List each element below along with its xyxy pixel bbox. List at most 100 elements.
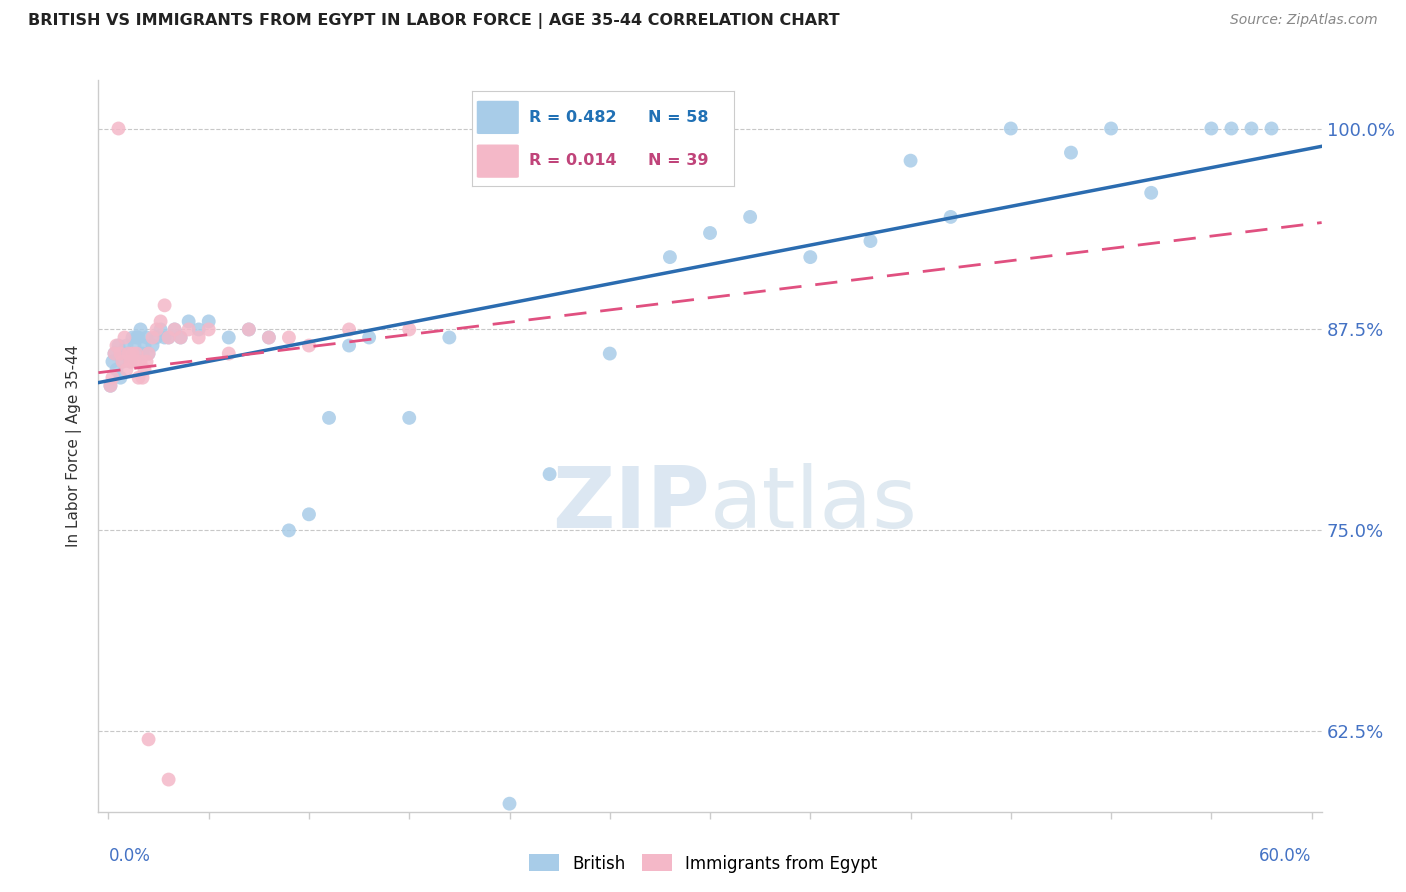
Point (134, 362, 156, 376)
Point (157, 330, 180, 344)
Point (107, 338, 129, 352)
Point (135, 330, 157, 344)
Point (142, 338, 165, 352)
Text: BRITISH VS IMMIGRANTS FROM EGYPT IN LABOR FORCE | AGE 35-44 CORRELATION CHART: BRITISH VS IMMIGRANTS FROM EGYPT IN LABO… (28, 13, 839, 29)
Point (138, 732, 160, 747)
Text: ZIP: ZIP (553, 463, 710, 546)
Point (115, 338, 138, 352)
Point (218, 330, 240, 344)
Point (1260, 121, 1282, 136)
Point (398, 322, 420, 336)
Point (1060, 145, 1083, 160)
Point (238, 322, 260, 336)
Point (197, 314, 219, 328)
Point (145, 322, 167, 336)
Point (115, 362, 138, 376)
Point (318, 410, 340, 425)
Text: Source: ZipAtlas.com: Source: ZipAtlas.com (1230, 13, 1378, 28)
Point (149, 322, 172, 336)
Point (105, 362, 128, 376)
Point (128, 370, 150, 384)
Point (257, 330, 280, 344)
Point (120, 354, 142, 368)
Point (1099, 121, 1122, 136)
Point (257, 330, 280, 344)
Point (599, 346, 621, 360)
Point (111, 354, 134, 368)
Point (1201, 121, 1223, 136)
Point (142, 330, 165, 344)
Point (125, 330, 148, 344)
Point (163, 322, 186, 336)
Point (153, 298, 176, 312)
Point (121, 330, 143, 344)
Point (359, 330, 381, 344)
Point (177, 322, 200, 336)
Point (197, 322, 219, 336)
Point (799, 250, 821, 264)
Point (187, 330, 209, 344)
Text: 0.0%: 0.0% (108, 847, 150, 865)
Point (111, 354, 134, 368)
Point (859, 234, 882, 248)
Y-axis label: In Labor Force | Age 35-44: In Labor Force | Age 35-44 (66, 345, 83, 547)
Point (277, 330, 299, 344)
Point (900, 153, 922, 168)
Point (1000, 121, 1022, 136)
Point (100, 378, 122, 392)
Point (658, 250, 681, 264)
Point (153, 330, 176, 344)
Point (114, 346, 136, 360)
Point (131, 370, 153, 384)
Point (157, 330, 180, 344)
Point (101, 370, 124, 384)
Point (107, 121, 129, 136)
Point (138, 346, 160, 360)
Point (114, 330, 136, 344)
Legend: British, Immigrants from Egypt: British, Immigrants from Egypt (522, 847, 884, 880)
Point (100, 378, 122, 392)
Point (117, 346, 139, 360)
Point (699, 226, 721, 240)
Point (124, 338, 146, 352)
Point (939, 210, 962, 224)
Point (157, 772, 180, 787)
Point (238, 322, 260, 336)
Point (110, 370, 132, 384)
Point (125, 346, 148, 360)
Point (277, 524, 299, 538)
Point (298, 338, 321, 352)
Point (105, 338, 128, 352)
Point (163, 322, 186, 336)
Point (124, 354, 146, 368)
Point (149, 314, 172, 328)
Point (134, 338, 156, 352)
Point (498, 797, 520, 811)
Point (337, 322, 360, 336)
Point (129, 354, 152, 368)
Point (398, 410, 420, 425)
Point (439, 330, 461, 344)
Point (138, 346, 160, 360)
Point (740, 210, 762, 224)
Text: 60.0%: 60.0% (1260, 847, 1312, 865)
Point (538, 467, 561, 482)
Point (131, 346, 153, 360)
Point (177, 314, 200, 328)
Point (121, 346, 143, 360)
Point (169, 330, 191, 344)
Point (103, 346, 125, 360)
Point (101, 354, 124, 368)
Point (337, 338, 360, 352)
Point (218, 346, 240, 360)
Text: atlas: atlas (710, 463, 918, 546)
Point (135, 354, 157, 368)
Point (1140, 186, 1163, 200)
Point (187, 322, 209, 336)
Point (145, 330, 167, 344)
Point (103, 346, 125, 360)
Point (128, 330, 150, 344)
Point (1240, 121, 1263, 136)
Point (120, 354, 142, 368)
Point (169, 330, 191, 344)
